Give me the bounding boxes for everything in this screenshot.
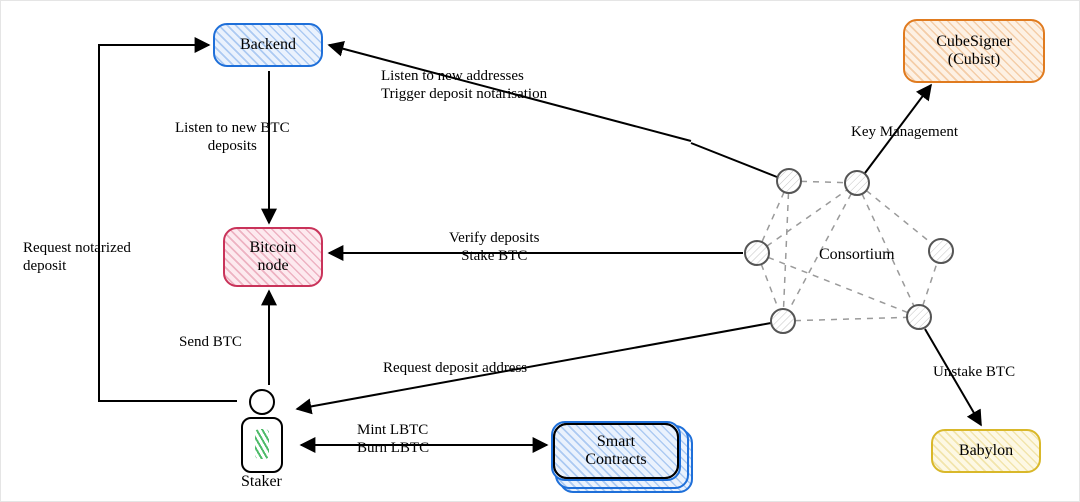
edge-label-consortium-to-cubesigner: Key Management xyxy=(851,123,958,141)
babylon-label: Babylon xyxy=(959,442,1013,460)
staker-actor xyxy=(241,389,283,473)
consortium-node-icon xyxy=(777,169,801,193)
consortium-mesh-edge xyxy=(919,251,941,317)
backend-node: Backend xyxy=(213,23,323,67)
consortium-node-icon xyxy=(771,309,795,333)
bitcoin-node: Bitcoin node xyxy=(223,227,323,287)
edge-label-consortium-to-staker-addr: Request deposit address xyxy=(383,359,527,377)
staker-body-icon xyxy=(241,417,283,473)
edge-label-staker-send-btc: Send BTC xyxy=(179,333,242,351)
staker-label: Staker xyxy=(241,473,282,491)
edge-label-staker-to-backend: Request notarized deposit xyxy=(23,239,131,275)
edge-label-consortium-to-babylon: Unstake BTC xyxy=(933,363,1015,381)
edge-label-staker-to-smart: Mint LBTC Burn LBTC xyxy=(357,421,429,457)
smart-contracts-label: Smart Contracts xyxy=(585,433,646,470)
staker-head-icon xyxy=(249,389,275,415)
consortium-mesh-edge xyxy=(789,181,857,183)
consortium-node-icon xyxy=(907,305,931,329)
consortium-mesh-edge xyxy=(857,183,941,251)
consortium-mesh-edge xyxy=(757,183,857,253)
diagram-canvas: Backend Bitcoin node Smart Contracts Cub… xyxy=(0,0,1080,502)
edge-label-consortium-to-backend: Listen to new addresses Trigger deposit … xyxy=(381,67,547,103)
babylon-node: Babylon xyxy=(931,429,1041,473)
consortium-label: Consortium xyxy=(819,246,895,264)
edge-consortium-to-staker-addr xyxy=(297,323,771,409)
consortium-mesh-edge xyxy=(783,181,789,321)
cubesigner-label: CubeSigner (Cubist) xyxy=(936,33,1012,70)
consortium-node-icon xyxy=(745,241,769,265)
consortium-mesh-edge xyxy=(757,181,789,253)
edge-label-consortium-to-bitcoin: Verify deposits Stake BTC xyxy=(449,229,539,265)
edge-consortium-stub-in xyxy=(691,143,777,177)
bitcoin-node-label: Bitcoin node xyxy=(249,239,296,276)
edge-label-backend-to-bitcoin: Listen to new BTC deposits xyxy=(175,119,290,155)
consortium-node-icon xyxy=(845,171,869,195)
consortium-mesh-edge xyxy=(783,317,919,321)
backend-label: Backend xyxy=(240,36,296,54)
smart-contracts-node: Smart Contracts xyxy=(551,421,681,481)
consortium-mesh-edge xyxy=(757,253,783,321)
cubesigner-node: CubeSigner (Cubist) xyxy=(903,19,1045,83)
consortium-node-icon xyxy=(929,239,953,263)
